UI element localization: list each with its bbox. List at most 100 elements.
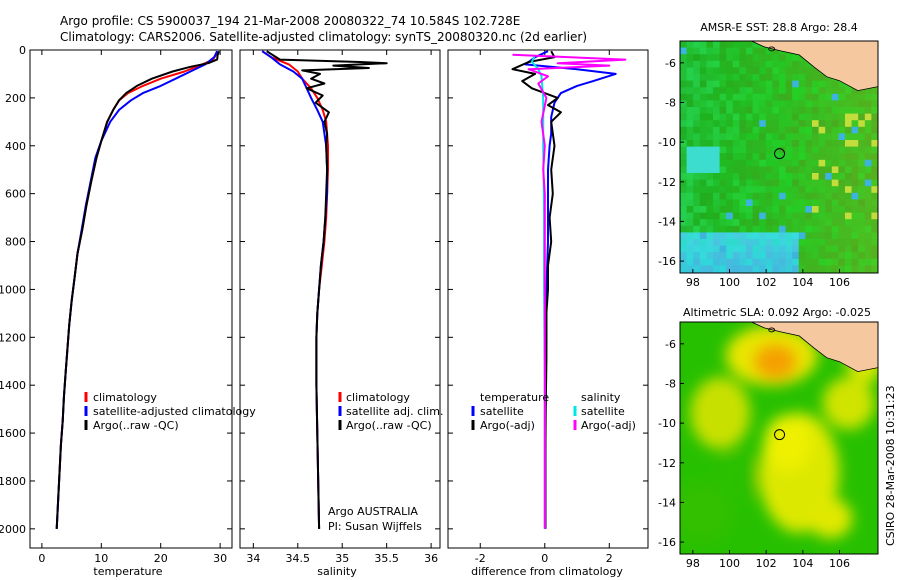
sst-cell (746, 60, 753, 68)
sst-cell (845, 199, 852, 207)
sst-cell (871, 225, 878, 233)
sst-cell (693, 80, 701, 88)
sst-cell (825, 245, 833, 253)
sst-cell (713, 93, 720, 101)
sst-cell (726, 225, 734, 233)
sst-cell (812, 87, 819, 95)
sst-cell (739, 252, 747, 260)
sst-cell (713, 87, 720, 95)
sst-cell (792, 133, 800, 141)
sst-cell (798, 206, 806, 213)
sst-cell (785, 153, 793, 161)
sla-map-axes (679, 321, 879, 555)
sst-cell (746, 100, 753, 108)
sst-cell (719, 133, 727, 141)
sst-cell (699, 93, 707, 101)
sst-cell (871, 252, 878, 260)
sst-cell (831, 159, 839, 167)
sst-cell (871, 206, 878, 213)
sst-cell (719, 258, 727, 266)
sst-cell (785, 67, 793, 75)
sst-cell (680, 179, 687, 187)
sst-cell (680, 146, 687, 154)
sst-cell (726, 153, 734, 161)
sst-cell (726, 113, 734, 121)
sst-cell (858, 212, 866, 220)
sst-cell (759, 100, 767, 108)
sst-cell (792, 140, 800, 147)
sst-cell (706, 166, 714, 174)
sst-cell (772, 140, 780, 147)
sst-cell (838, 232, 846, 240)
sst-cell (772, 219, 780, 227)
sst-cell (858, 153, 866, 161)
sst-cell (699, 252, 707, 260)
sst-cell (772, 87, 780, 95)
sst-cell (693, 133, 701, 141)
sst-cell (686, 159, 694, 167)
sst-cell (831, 113, 839, 121)
sst-cell (726, 192, 734, 200)
sst-cell (699, 107, 707, 114)
sst-cell (792, 146, 800, 154)
sst-cell (785, 179, 793, 187)
sst-cell (726, 239, 734, 246)
sst-cell (864, 245, 872, 253)
sst-cell (732, 212, 740, 220)
sst-cell (812, 153, 819, 161)
sst-cell (699, 258, 707, 266)
sst-cell (792, 74, 800, 81)
legend-label-argo: Argo(..raw -QC) (93, 419, 179, 432)
y-tick-label: 1000 (0, 283, 26, 296)
sst-cell (772, 159, 780, 167)
sst-cell (812, 166, 819, 174)
sst-cell (706, 67, 714, 75)
sst-cell (779, 206, 786, 213)
sst-cell (864, 120, 872, 128)
sst-cell (785, 54, 793, 62)
sst-cell (851, 199, 859, 207)
sst-cell (680, 93, 687, 101)
map-x-tick-label: 102 (756, 276, 777, 289)
sst-cell (693, 199, 701, 207)
sst-cell (726, 206, 734, 213)
sla-blob (680, 482, 732, 543)
sst-cell (831, 245, 839, 253)
sst-cell (864, 133, 872, 141)
sst-cell (732, 100, 740, 108)
sst-cell (851, 192, 859, 200)
sst-cell (805, 186, 813, 194)
sst-cell (792, 54, 800, 62)
sst-cell (845, 179, 852, 187)
sst-cell (759, 153, 767, 161)
sst-cell (693, 146, 701, 154)
sst-cell (785, 192, 793, 200)
sst-cell (779, 133, 786, 141)
profile-location-marker (774, 429, 786, 441)
sst-cell (772, 225, 780, 233)
y-tick-label: 1800 (0, 475, 26, 488)
sst-cell (779, 166, 786, 174)
sst-cell (792, 113, 800, 121)
map-y-tick-label: -16 (658, 536, 676, 549)
sst-cell (818, 179, 826, 187)
sst-cell (759, 80, 767, 88)
sst-cell (752, 120, 760, 128)
sst-cell (871, 159, 878, 167)
sst-cell (752, 100, 760, 108)
sst-cell (726, 199, 734, 207)
sst-cell (825, 93, 833, 101)
sst-cell (693, 159, 701, 167)
sst-cell (805, 120, 813, 128)
sst-cell (858, 93, 866, 101)
sst-cell (686, 80, 694, 88)
sst-cell (845, 87, 852, 95)
sst-cell (765, 146, 773, 154)
sst-cell (779, 192, 786, 200)
sla-map-title: Altimetric SLA: 0.092 Argo: -0.025 (683, 306, 871, 319)
sst-cell (765, 206, 773, 213)
sst-cell (858, 140, 866, 147)
sst-cell (726, 93, 734, 101)
sst-cell (706, 212, 714, 220)
sst-cell (871, 212, 878, 220)
